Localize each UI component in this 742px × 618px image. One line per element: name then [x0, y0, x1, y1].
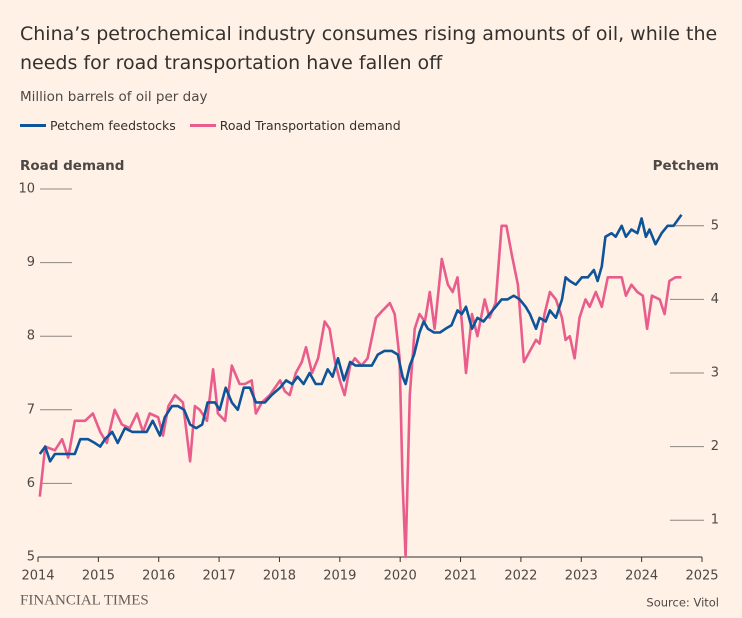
x-tick-label: 2021: [444, 569, 477, 584]
legend-label: Road Transportation demand: [219, 118, 401, 133]
legend-swatch: [20, 124, 46, 127]
y2-axis-title: Petchem: [653, 158, 719, 174]
chart-subtitle: Million barrels of oil per day: [20, 89, 208, 105]
y-axis-title: Road demand: [20, 158, 124, 174]
legend: Petchem feedstocks Road Transportation de…: [20, 118, 401, 133]
x-tick-label: 2016: [142, 569, 175, 584]
x-tick-label: 2017: [203, 569, 236, 584]
legend-swatch: [189, 124, 216, 127]
x-tick-label: 2025: [685, 569, 718, 584]
legend-label: Petchem feedstocks: [50, 118, 176, 133]
chart-title: China’s petrochemical industry consumes …: [20, 23, 718, 74]
y-tick-label: 7: [27, 402, 35, 417]
x-tick-label: 2023: [565, 569, 598, 584]
x-tick-label: 2020: [384, 569, 417, 584]
y2-tick-label: 1: [711, 513, 719, 528]
source: Source: Vitol: [646, 596, 719, 610]
y-tick-label: 8: [27, 329, 35, 344]
x-tick-label: 2019: [323, 569, 356, 584]
y2-tick-label: 3: [711, 366, 719, 381]
series-line: [38, 214, 683, 463]
y2-tick-label: 5: [711, 218, 719, 233]
x-tick-label: 2014: [21, 569, 54, 584]
y2-tick-label: 2: [711, 439, 719, 454]
x-tick-label: 2022: [504, 569, 537, 584]
y-tick-label: 5: [27, 550, 35, 565]
legend-item: Road Transportation demand: [189, 118, 401, 133]
y-tick-label: 9: [27, 255, 35, 270]
y2-tick-label: 4: [711, 292, 719, 307]
brand: FINANCIAL TIMES: [20, 592, 149, 608]
x-tick-label: 2015: [82, 569, 115, 584]
y-tick-label: 10: [18, 182, 35, 197]
x-tick-label: 2024: [625, 569, 658, 584]
series-line: [38, 224, 682, 559]
x-tick-label: 2018: [263, 569, 296, 584]
y-tick-label: 6: [27, 476, 35, 491]
legend-item: Petchem feedstocks: [20, 118, 176, 133]
